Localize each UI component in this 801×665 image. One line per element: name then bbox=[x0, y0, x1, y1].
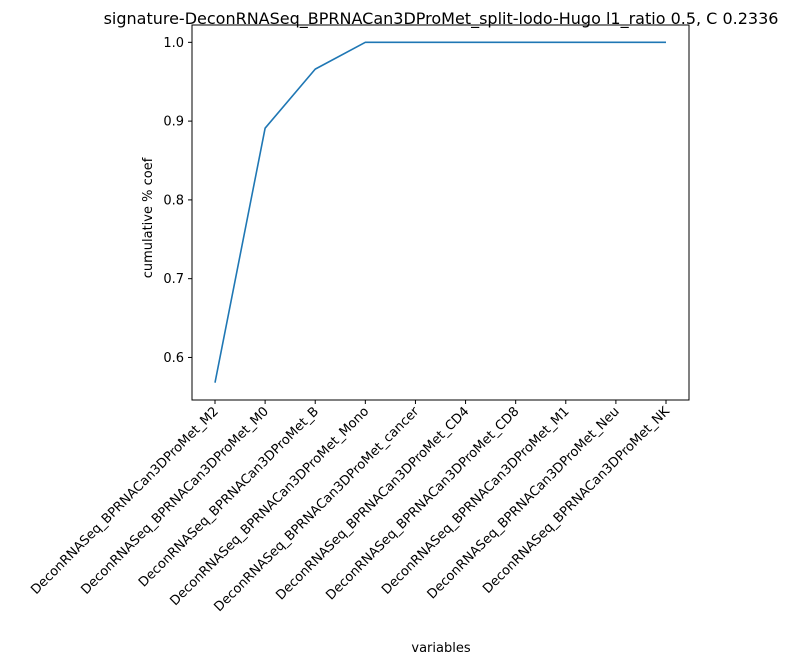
x-axis-label: variables bbox=[411, 641, 470, 656]
y-axis-ticks: 0.6 0.7 0.8 0.9 1.0 bbox=[163, 36, 192, 366]
y-axis-label: cumulative % coef bbox=[141, 157, 156, 278]
plot-area bbox=[214, 41, 666, 383]
axes-frame bbox=[191, 24, 690, 401]
y-tick-label: 0.6 bbox=[163, 351, 184, 366]
series-line bbox=[214, 41, 666, 383]
y-tick-label: 0.8 bbox=[163, 193, 184, 208]
y-tick-label: 1.0 bbox=[163, 36, 184, 51]
y-tick-label: 0.7 bbox=[163, 272, 184, 287]
chart-title: signature-DeconRNASeq_BPRNACan3DProMet_s… bbox=[104, 9, 779, 29]
y-tick-label: 0.9 bbox=[163, 115, 184, 130]
